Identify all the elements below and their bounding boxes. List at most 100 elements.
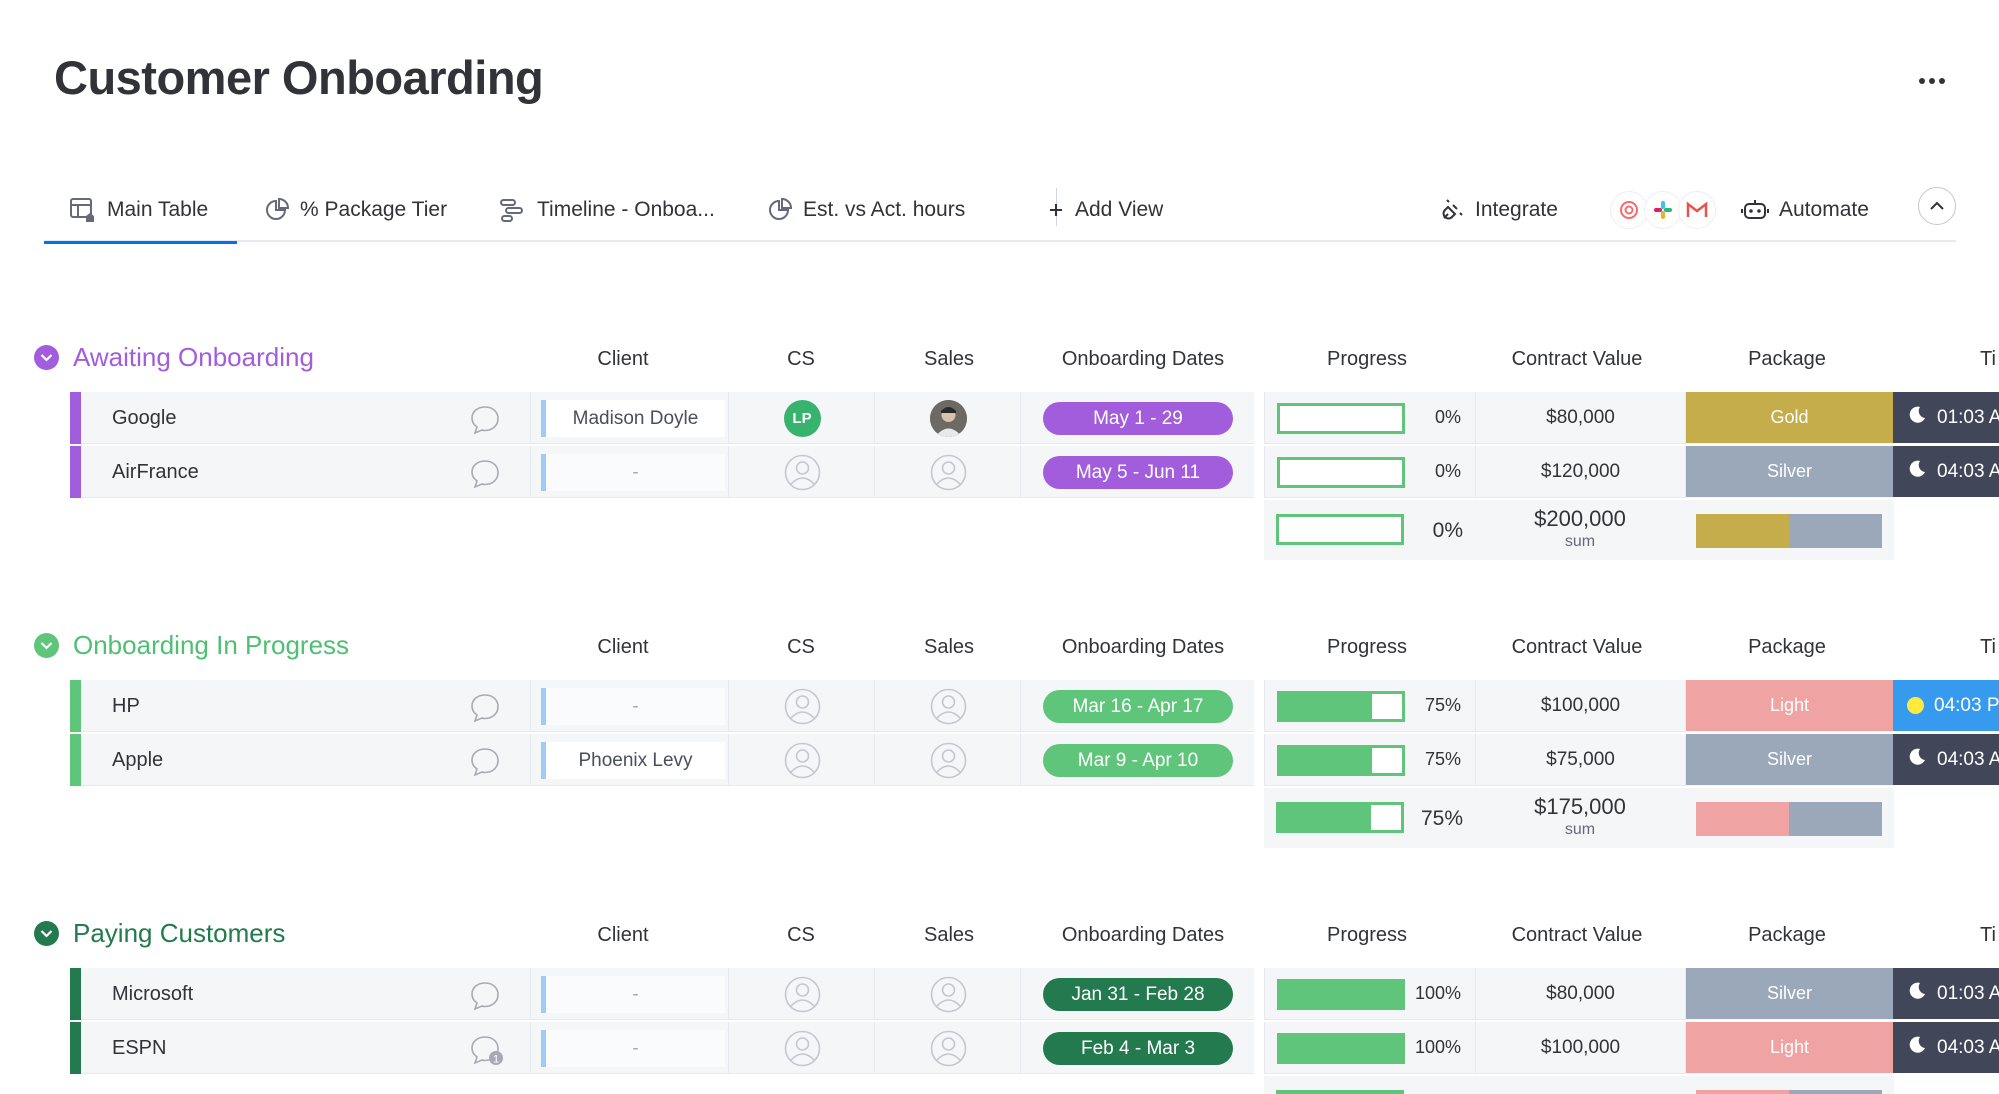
package-cell[interactable]: Light [1685,680,1893,732]
column-header-value[interactable]: Contract Value [1511,924,1643,946]
column-header-client[interactable]: Client [597,348,649,370]
group-title[interactable]: Onboarding In Progress [73,630,350,660]
cs-cell[interactable]: LP [728,392,874,444]
item-name-cell[interactable]: Microsoft [81,968,530,1020]
contract-value[interactable]: $80,000 [1546,407,1615,428]
client-cell[interactable]: Phoenix Levy [530,734,728,786]
tab-est-vs-act-hours[interactable]: Est. vs Act. hours [767,178,965,242]
item-name[interactable]: Google [112,407,177,429]
timeline-pill[interactable]: Mar 16 - Apr 17 [1043,690,1233,723]
sales-cell[interactable] [874,392,1020,444]
empty-person-icon[interactable] [930,742,967,779]
avatar[interactable]: LP [783,400,821,437]
item-name-cell[interactable]: Apple [81,734,530,786]
column-header-cs[interactable]: CS [787,924,815,946]
empty-person-icon[interactable] [930,454,967,491]
item-name-cell[interactable]: AirFrance [81,446,530,498]
column-header-client[interactable]: Client [597,636,649,658]
timeline-pill[interactable]: May 5 - Jun 11 [1043,456,1233,489]
dates-cell[interactable]: May 1 - 29 [1020,392,1254,444]
tab-package-tier[interactable]: % Package Tier [264,178,447,242]
contract-value-cell[interactable]: $80,000 [1475,392,1685,444]
avatar-photo[interactable] [929,400,967,437]
group-title[interactable]: Awaiting Onboarding [73,342,314,372]
sales-cell[interactable] [874,446,1020,498]
client-value[interactable]: Madison Doyle [541,400,725,437]
empty-person-icon[interactable] [784,742,821,779]
time-tracking-cell[interactable]: 01:03 A [1893,968,1999,1019]
client-value[interactable]: - [541,688,725,725]
item-name[interactable]: HP [112,695,140,717]
timeline-pill[interactable]: Mar 9 - Apr 10 [1043,744,1233,777]
empty-person-icon[interactable] [784,976,821,1013]
dates-cell[interactable]: Mar 16 - Apr 17 [1020,680,1254,732]
tab-timeline[interactable]: Timeline - Onboa... [499,178,715,242]
sales-cell[interactable] [874,968,1020,1020]
time-tracking-cell[interactable]: 04:03 A [1893,1022,1999,1073]
timeline-pill[interactable]: Jan 31 - Feb 28 [1043,978,1233,1011]
comment-icon[interactable] [469,745,505,784]
item-name-cell[interactable]: ESPN 1 [81,1022,530,1074]
column-header-sales[interactable]: Sales [923,636,975,658]
comment-icon[interactable] [469,979,505,1018]
item-name-cell[interactable]: HP [81,680,530,732]
client-cell[interactable]: - [530,1022,728,1074]
client-value[interactable]: - [541,454,725,491]
time-tracking-cell[interactable]: 04:03 A [1893,446,1999,497]
package-status-label[interactable]: Silver [1686,968,1893,1019]
column-header-time[interactable]: Ti [1980,348,1996,370]
sales-cell[interactable] [874,680,1020,732]
client-value[interactable]: - [541,976,725,1013]
column-header-sales[interactable]: Sales [923,348,975,370]
group-collapse-toggle[interactable] [34,633,59,658]
column-header-time[interactable]: Ti [1980,636,1996,658]
column-header-cs[interactable]: CS [787,348,815,370]
column-header-value[interactable]: Contract Value [1511,636,1643,658]
timeline-pill[interactable]: May 1 - 29 [1043,402,1233,435]
column-header-progress[interactable]: Progress [1326,348,1408,370]
contract-value-cell[interactable]: $120,000 [1475,446,1685,498]
column-header-sales[interactable]: Sales [923,924,975,946]
tab-main-table[interactable]: Main Table [43,178,238,244]
package-cell[interactable]: Gold [1685,392,1893,444]
package-status-label[interactable]: Silver [1686,446,1893,497]
comment-icon[interactable] [469,457,505,496]
table-row[interactable]: Microsoft - Jan 31 - Feb 28 100% $80,000 Silv… [70,968,1999,1020]
column-header-time[interactable]: Ti [1980,924,1996,946]
contract-value[interactable]: $75,000 [1546,749,1615,770]
cs-cell[interactable] [728,680,874,732]
package-cell[interactable]: Light [1685,1022,1893,1074]
collapse-header-button[interactable] [1918,187,1956,225]
column-header-client[interactable]: Client [597,924,649,946]
contract-value-cell[interactable]: $75,000 [1475,734,1685,786]
package-status-label[interactable]: Light [1686,680,1893,731]
time-tracking-cell[interactable]: 04:03 A [1893,734,1999,785]
column-header-cs[interactable]: CS [787,636,815,658]
column-header-dates[interactable]: Onboarding Dates [1061,636,1225,658]
sales-cell[interactable] [874,1022,1020,1074]
column-header-progress[interactable]: Progress [1326,924,1408,946]
cs-cell[interactable] [728,1022,874,1074]
empty-person-icon[interactable] [930,976,967,1013]
package-cell[interactable]: Silver [1685,734,1893,786]
add-view-button[interactable]: Add View [1047,178,1163,242]
group-collapse-toggle[interactable] [34,921,59,946]
dates-cell[interactable]: Jan 31 - Feb 28 [1020,968,1254,1020]
table-row[interactable]: ESPN 1 - Feb 4 - Mar 3 100% $100,000 Light 04:0… [70,1022,1999,1074]
column-header-dates[interactable]: Onboarding Dates [1061,924,1225,946]
empty-person-icon[interactable] [784,1030,821,1067]
client-cell[interactable]: - [530,968,728,1020]
comment-icon[interactable] [469,691,505,730]
client-cell[interactable]: - [530,446,728,498]
item-name[interactable]: ESPN [112,1037,167,1059]
item-name[interactable]: Apple [112,749,164,771]
client-value[interactable]: Phoenix Levy [541,742,725,779]
empty-person-icon[interactable] [930,688,967,725]
empty-person-icon[interactable] [784,454,821,491]
dates-cell[interactable]: May 5 - Jun 11 [1020,446,1254,498]
column-header-progress[interactable]: Progress [1326,636,1408,658]
contract-value[interactable]: $120,000 [1540,461,1621,482]
group-collapse-toggle[interactable] [34,345,59,370]
integration-icons[interactable] [1610,191,1716,229]
time-tracking-cell[interactable]: 01:03 A [1893,392,1999,443]
